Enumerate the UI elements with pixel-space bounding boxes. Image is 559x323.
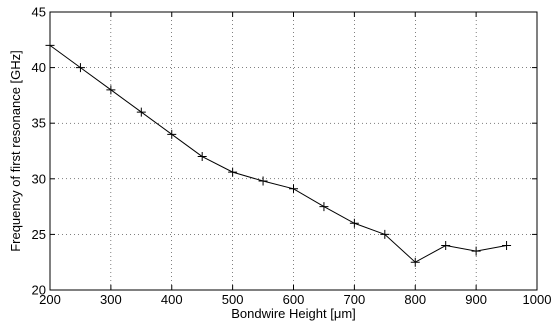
data-point-marker	[410, 257, 420, 267]
x-tick-label: 400	[161, 292, 183, 307]
data-point-marker	[289, 184, 298, 194]
y-tick-label: 20	[32, 283, 46, 298]
data-point-marker	[167, 129, 177, 139]
data-point-marker	[349, 218, 359, 228]
y-tick-label: 30	[32, 171, 46, 186]
data-point-marker	[75, 63, 85, 73]
data-point-marker	[471, 246, 481, 256]
axis-ticks: 200 300 400 500 600 700 800 900 1000 20 25 30 35 40 45	[32, 5, 552, 308]
data-point-marker	[258, 176, 268, 186]
data-point-marker	[502, 241, 512, 251]
y-tick-label: 35	[32, 116, 46, 131]
x-tick-label: 600	[283, 292, 305, 307]
data-point-marker	[106, 85, 116, 95]
x-tick-label: 300	[100, 292, 122, 307]
data-point-marker	[380, 229, 390, 239]
series-group	[45, 40, 512, 267]
data-point-marker	[228, 167, 238, 177]
x-tick-label: 900	[465, 292, 487, 307]
grid-lines	[50, 12, 537, 290]
y-tick-label: 40	[32, 60, 46, 75]
series-line	[49, 44, 507, 263]
x-tick-label: 1000	[523, 292, 552, 307]
x-tick-label: 800	[404, 292, 426, 307]
x-tick-label: 500	[222, 292, 244, 307]
data-point-marker	[197, 152, 207, 162]
x-tick-label: 700	[344, 292, 366, 307]
data-point-marker	[441, 241, 451, 251]
y-tick-label: 25	[32, 227, 46, 242]
data-point-marker	[319, 202, 329, 212]
data-point-marker	[45, 40, 55, 50]
x-axis-label: Bondwire Height [μm]	[231, 306, 356, 321]
data-point-marker	[136, 107, 146, 117]
y-tick-label: 45	[32, 5, 46, 20]
y-axis-label: Frequency of first resonance [GHz]	[8, 50, 23, 252]
x-tick-label: 200	[39, 292, 61, 307]
